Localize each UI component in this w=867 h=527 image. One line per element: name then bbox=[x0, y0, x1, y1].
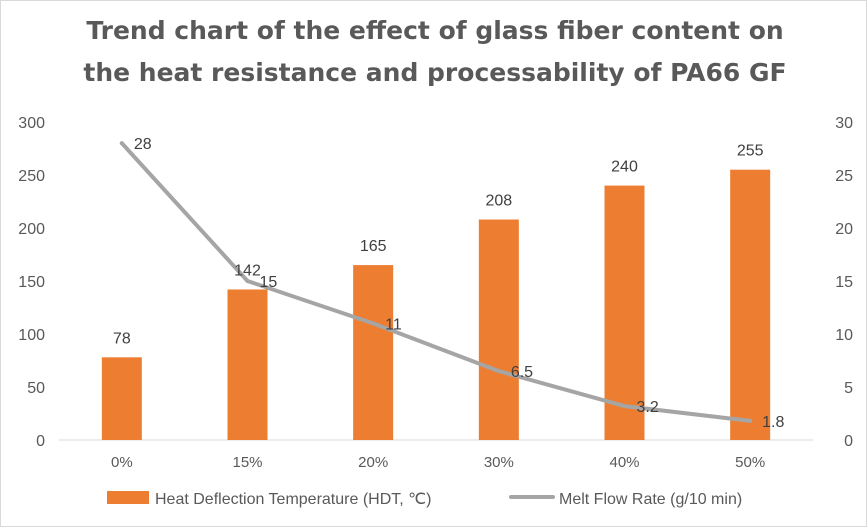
bar-data-label: 142 bbox=[234, 262, 261, 279]
bar-data-label: 255 bbox=[737, 143, 764, 160]
line-data-label: 11 bbox=[385, 316, 402, 333]
right-tick-label: 15 bbox=[835, 274, 853, 291]
chart-title-line-1: Trend chart of the effect of glass fiber… bbox=[86, 16, 783, 45]
chart-title: Trend chart of the effect of glass fiber… bbox=[83, 16, 786, 87]
right-tick-label: 25 bbox=[835, 168, 853, 185]
legend-label-mfr: Melt Flow Rate (g/10 min) bbox=[559, 491, 742, 508]
bar-hdt-30pct bbox=[478, 219, 519, 440]
bar-data-label: 208 bbox=[485, 193, 512, 210]
category-label: 50% bbox=[735, 454, 765, 471]
line-data-label: 28 bbox=[134, 136, 152, 153]
left-tick-label: 150 bbox=[18, 274, 45, 291]
line-data-label: 15 bbox=[260, 274, 278, 291]
line-point-mfr bbox=[748, 418, 753, 423]
right-axis-ticks: 0 5 10 15 20 25 30 bbox=[835, 115, 853, 450]
category-label: 20% bbox=[358, 454, 388, 471]
category-label: 0% bbox=[111, 454, 133, 471]
legend-swatch-hdt bbox=[107, 491, 149, 504]
bar-hdt-40pct bbox=[604, 185, 645, 440]
bar-data-label: 165 bbox=[360, 238, 387, 255]
bar-hdt-50pct bbox=[730, 169, 771, 440]
line-data-label: 3.2 bbox=[637, 399, 659, 416]
right-tick-label: 20 bbox=[835, 221, 853, 238]
line-point-mfr bbox=[496, 369, 501, 374]
category-labels: 0% 15% 20% 30% 40% 50% bbox=[111, 454, 765, 471]
legend-label-hdt: Heat Deflection Temperature (HDT, ℃) bbox=[155, 491, 431, 508]
line-data-labels: 28 15 11 6.5 3.2 1.8 bbox=[134, 136, 785, 431]
category-label: 40% bbox=[609, 454, 639, 471]
bar-hdt-15pct bbox=[227, 289, 268, 440]
bar-data-label: 240 bbox=[611, 159, 638, 176]
left-tick-label: 300 bbox=[18, 115, 45, 132]
bar-hdt-0pct bbox=[101, 357, 142, 440]
left-tick-label: 200 bbox=[18, 221, 45, 238]
right-tick-label: 30 bbox=[835, 115, 853, 132]
left-tick-label: 100 bbox=[18, 327, 45, 344]
legend: Heat Deflection Temperature (HDT, ℃) Mel… bbox=[107, 491, 742, 508]
line-data-label: 6.5 bbox=[511, 364, 533, 381]
left-tick-label: 50 bbox=[27, 380, 45, 397]
line-data-label: 1.8 bbox=[762, 414, 784, 431]
right-tick-label: 5 bbox=[844, 380, 853, 397]
line-mfr bbox=[119, 141, 753, 423]
bar-data-labels: 78 142 165 208 240 255 bbox=[113, 143, 764, 348]
line-point-mfr bbox=[119, 141, 124, 146]
line-series bbox=[119, 141, 753, 423]
left-tick-label: 0 bbox=[36, 433, 45, 450]
left-tick-label: 250 bbox=[18, 168, 45, 185]
left-axis-ticks: 0 50 100 150 200 250 300 bbox=[18, 115, 45, 450]
right-tick-label: 0 bbox=[844, 433, 853, 450]
category-label: 15% bbox=[232, 454, 262, 471]
line-point-mfr bbox=[622, 404, 627, 409]
right-tick-label: 10 bbox=[835, 327, 853, 344]
chart-title-line-2: the heat resistance and processability o… bbox=[83, 58, 786, 87]
bar-data-label: 78 bbox=[113, 330, 131, 347]
bar-hdt-20pct bbox=[353, 265, 394, 440]
line-point-mfr bbox=[371, 321, 376, 326]
category-label: 30% bbox=[484, 454, 514, 471]
line-point-mfr bbox=[245, 279, 250, 283]
bar-series bbox=[101, 169, 771, 440]
